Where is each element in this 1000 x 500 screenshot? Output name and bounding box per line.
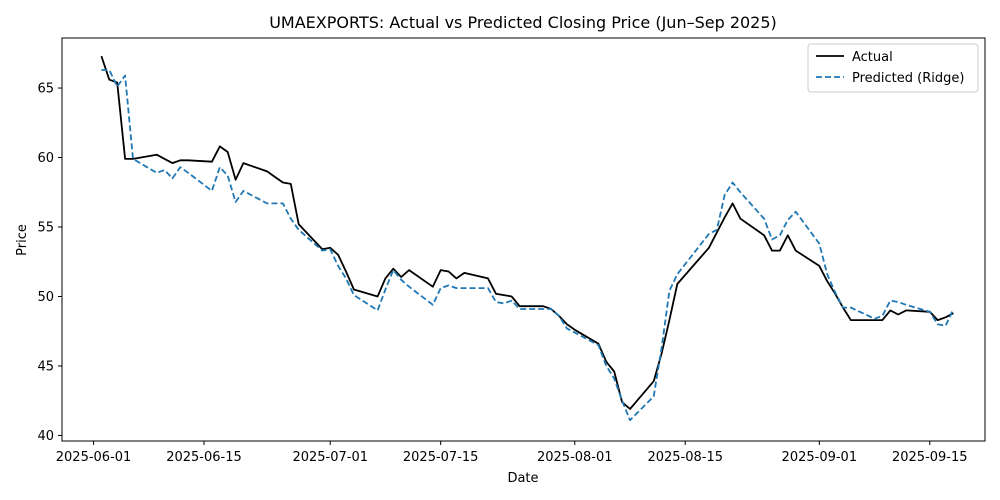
- y-tick-label: 55: [37, 220, 54, 235]
- y-tick-label: 65: [37, 82, 54, 97]
- series-line-predicted: [101, 69, 955, 422]
- y-axis: 40 45 50 55 60 65: [37, 82, 62, 444]
- series-layer: [100, 55, 955, 422]
- series-line-actual: [100, 55, 954, 410]
- legend-label-predicted: Predicted (Ridge): [852, 71, 964, 86]
- x-tick-label: 2025-07-15: [403, 450, 479, 465]
- x-tick-label: 2025-09-15: [892, 450, 968, 465]
- y-axis-label: Price: [15, 224, 30, 256]
- y-tick-label: 45: [37, 359, 54, 374]
- x-tick-label: 2025-08-15: [647, 450, 723, 465]
- legend-box: [807, 43, 979, 93]
- y-tick-label: 40: [37, 429, 54, 444]
- x-tick-label: 2025-08-01: [537, 450, 613, 465]
- x-tick-label: 2025-07-01: [292, 450, 368, 465]
- plot-area-frame: [61, 37, 986, 442]
- legend-label-actual: Actual: [852, 50, 893, 65]
- legend: Actual Predicted (Ridge): [807, 43, 979, 93]
- x-axis: 2025-06-01 2025-06-15 2025-07-01 2025-07-15…: [56, 441, 968, 465]
- y-tick-label: 60: [37, 151, 54, 166]
- x-tick-label: 2025-06-15: [166, 450, 242, 465]
- chart-title: UMAEXPORTS: Actual vs Predicted Closing …: [269, 13, 777, 32]
- x-tick-label: 2025-09-01: [782, 450, 858, 465]
- y-tick-label: 50: [37, 290, 54, 305]
- x-tick-label: 2025-06-01: [56, 450, 132, 465]
- x-axis-label: Date: [507, 471, 538, 486]
